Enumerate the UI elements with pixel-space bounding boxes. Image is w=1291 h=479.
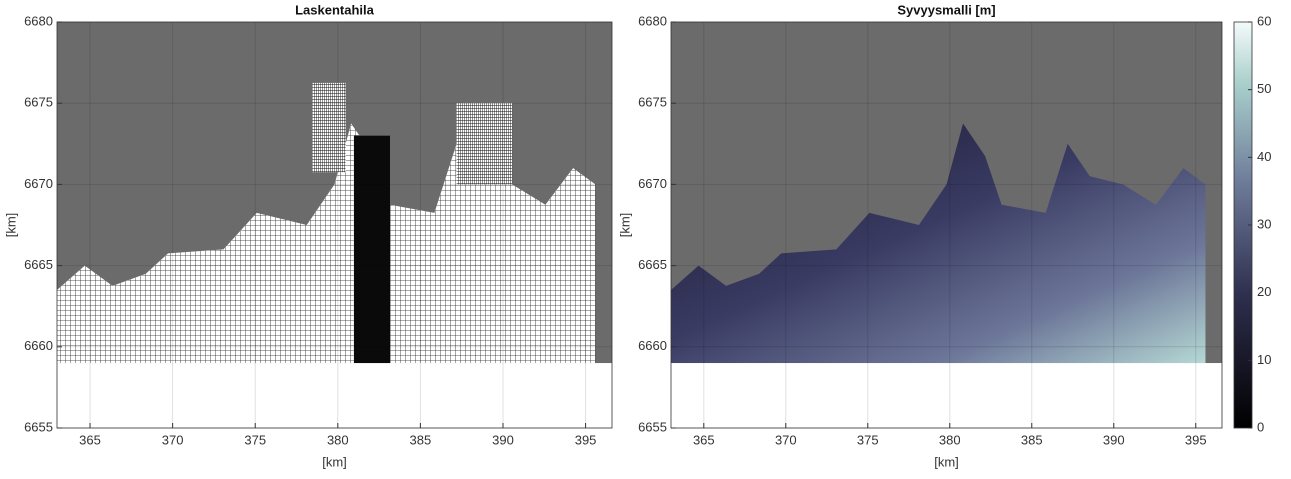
x-tick-label: 370 <box>162 432 184 447</box>
dense-mesh-north <box>457 103 512 184</box>
x-tick-label: 380 <box>939 432 961 447</box>
colorbar-tick-label: 10 <box>1257 352 1271 367</box>
map-area <box>57 22 612 428</box>
x-tick-label: 385 <box>410 432 432 447</box>
x-tick-label: 395 <box>1185 432 1207 447</box>
y-tick-label: 6665 <box>638 257 667 272</box>
colorbar-tick-label: 50 <box>1257 81 1271 96</box>
colorbar-tick-label: 30 <box>1257 216 1271 231</box>
chart-title: Syvyysmalli [m] <box>897 2 995 17</box>
y-tick-label: 6680 <box>24 13 53 28</box>
dense-mesh-band <box>354 136 390 363</box>
y-tick-label: 6665 <box>24 257 53 272</box>
y-axis-label: [km] <box>617 213 632 238</box>
colorbar-tick-label: 0 <box>1257 419 1264 434</box>
chart-title: Laskentahila <box>295 2 375 17</box>
y-tick-label: 6660 <box>24 338 53 353</box>
x-tick-label: 365 <box>693 432 715 447</box>
x-tick-label: 370 <box>775 432 797 447</box>
colorbar-tick-label: 60 <box>1257 13 1271 28</box>
y-tick-label: 6670 <box>638 176 667 191</box>
x-tick-label: 385 <box>1021 432 1043 447</box>
x-tick-label: 365 <box>79 432 101 447</box>
map-area <box>671 22 1222 428</box>
y-axis-label: [km] <box>3 213 18 238</box>
y-tick-label: 6680 <box>638 13 667 28</box>
colorbar-tick-label: 40 <box>1257 149 1271 164</box>
x-tick-label: 395 <box>575 432 597 447</box>
colorbar-tick-label: 20 <box>1257 284 1271 299</box>
dense-mesh-west <box>312 83 345 172</box>
figure: 365 370 375 380 385 390 395 6655 6660 6665 6670 667… <box>0 0 1291 474</box>
x-tick-label: 375 <box>857 432 879 447</box>
y-tick-label: 6655 <box>24 419 53 434</box>
x-tick-label: 390 <box>1103 432 1125 447</box>
x-axis-label: [km] <box>322 454 347 469</box>
y-tick-label: 6655 <box>638 419 667 434</box>
x-tick-label: 380 <box>327 432 349 447</box>
x-tick-label: 375 <box>244 432 266 447</box>
y-tick-label: 6675 <box>638 95 667 110</box>
x-tick-label: 390 <box>492 432 514 447</box>
x-axis-label: [km] <box>934 454 959 469</box>
y-tick-label: 6675 <box>24 95 53 110</box>
y-tick-label: 6670 <box>24 176 53 191</box>
y-tick-label: 6660 <box>638 338 667 353</box>
